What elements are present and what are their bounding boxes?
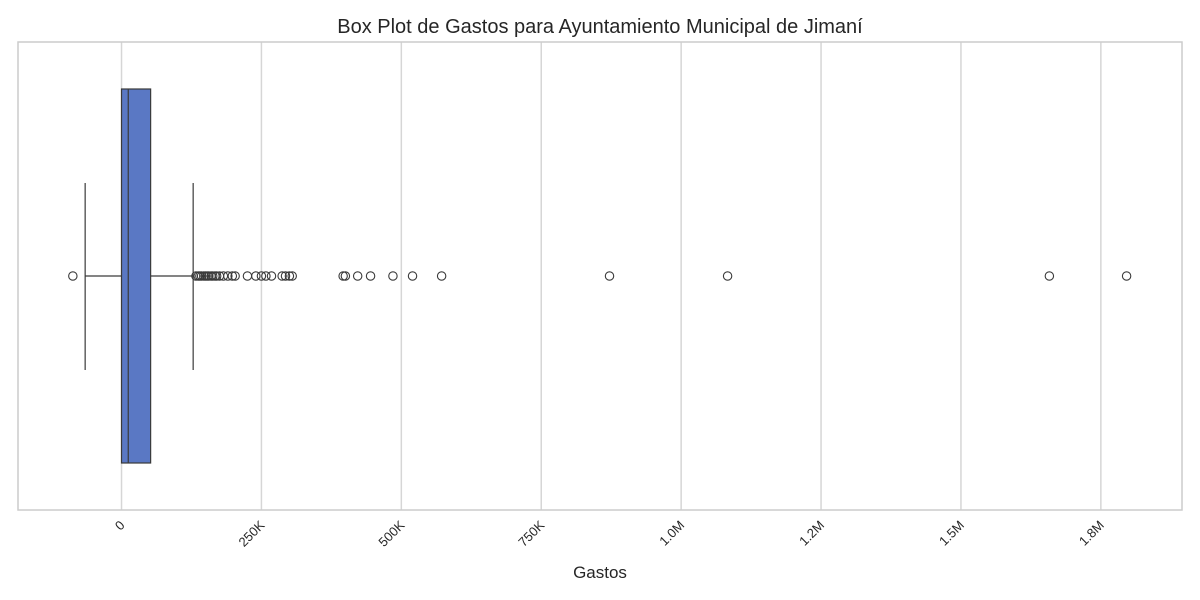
x-tick-label: 1.8M [1076,518,1107,549]
outlier-point [352,271,363,281]
x-tick-label: 1.5M [936,518,967,549]
outlier-point [277,271,287,281]
plot-frame [17,41,1183,511]
x-tick-label: 1.2M [796,518,827,549]
x-tick-label: 750K [515,517,547,549]
outlier-point [223,271,233,281]
outlier-point [284,271,295,281]
outlier-point [722,271,733,281]
outlier-point [338,271,348,281]
x-tick-labels: 0 250K 500K 750K 1.0M 1.2M 1.5M 1.8M [112,517,1107,549]
box-group [84,88,194,464]
x-tick-label: 0 [112,518,128,534]
outlier-point [266,271,277,281]
outlier-point [207,271,218,281]
outlier-point [251,271,261,281]
outlier-points [68,271,1132,281]
iqr-box [120,88,152,464]
outlier-point [230,271,240,281]
outlier-point [287,271,297,281]
outlier-point [388,271,398,281]
outlier-point [211,271,222,281]
outlier-point [204,271,214,281]
outlier-point [407,271,418,281]
outlier-point [191,271,201,281]
outlier-point [227,271,238,281]
outlier-point [68,271,78,281]
x-tick-label: 500K [375,517,407,549]
grid-lines [120,42,1102,510]
outlier-point [604,271,615,281]
outlier-point [242,271,253,281]
outlier-point [436,271,447,281]
outlier-point [218,271,229,281]
outlier-point [261,271,271,281]
outlier-point [365,271,376,281]
outlier-point [1121,271,1132,281]
chart-title: Box Plot de Gastos para Ayuntamiento Mun… [337,16,863,38]
x-axis-label: Gastos [573,563,627,582]
outlier-point [256,271,267,281]
outlier-point [196,271,207,281]
x-tick-label: 1.0M [656,518,687,549]
outlier-point [340,271,351,281]
outlier-point [280,271,291,281]
x-tick-label: 250K [235,517,267,549]
outlier-point [1044,271,1055,281]
